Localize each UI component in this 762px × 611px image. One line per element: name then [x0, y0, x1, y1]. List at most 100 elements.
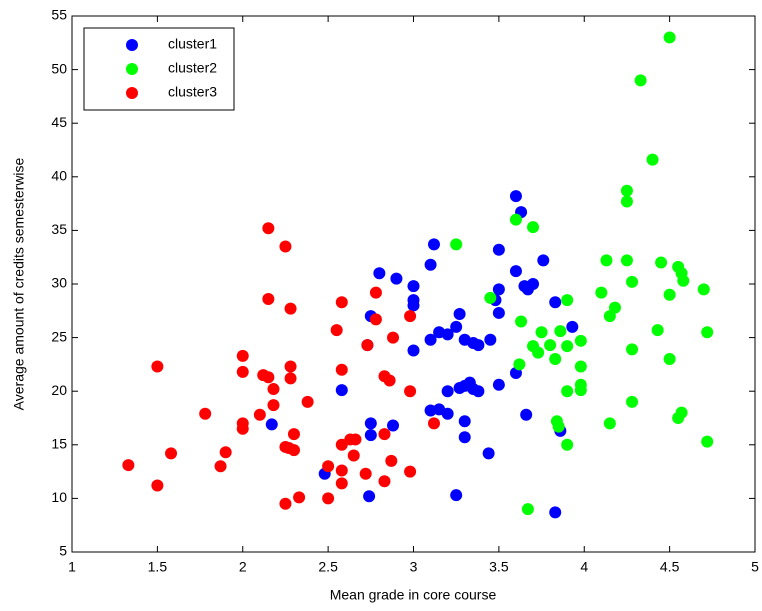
- point: [561, 294, 574, 307]
- point: [335, 438, 348, 451]
- y-tick-label: 45: [51, 114, 67, 130]
- point: [492, 378, 505, 391]
- point: [521, 283, 534, 296]
- point: [322, 460, 335, 473]
- point: [284, 302, 297, 315]
- point: [458, 431, 471, 444]
- point: [603, 417, 616, 430]
- point: [554, 325, 567, 338]
- legend-marker: [126, 39, 138, 51]
- point: [279, 240, 292, 253]
- point: [407, 344, 420, 357]
- point: [363, 490, 376, 503]
- point: [284, 360, 297, 373]
- point: [361, 339, 374, 352]
- point: [236, 365, 249, 378]
- x-tick-label: 4.5: [660, 559, 680, 575]
- point: [561, 385, 574, 398]
- point: [151, 360, 164, 373]
- point: [407, 299, 420, 312]
- point: [262, 293, 275, 306]
- point: [513, 358, 526, 371]
- point: [646, 153, 659, 166]
- point: [387, 331, 400, 344]
- point: [279, 440, 292, 453]
- point: [335, 464, 348, 477]
- point: [492, 243, 505, 256]
- legend-box: [83, 27, 235, 111]
- point: [472, 339, 485, 352]
- point: [383, 374, 396, 387]
- point: [620, 184, 633, 197]
- point: [390, 272, 403, 285]
- point: [214, 460, 227, 473]
- point: [404, 310, 417, 323]
- point: [369, 313, 382, 326]
- point: [347, 449, 360, 462]
- point: [492, 283, 505, 296]
- y-tick-label: 30: [51, 275, 67, 291]
- y-tick-label: 5: [59, 543, 67, 559]
- point: [595, 286, 608, 299]
- x-tick-label: 3: [410, 559, 418, 575]
- point: [287, 428, 300, 441]
- point: [265, 418, 278, 431]
- point: [424, 258, 437, 271]
- point: [427, 417, 440, 430]
- point: [349, 433, 362, 446]
- point: [482, 447, 495, 460]
- point: [509, 213, 522, 226]
- series: [122, 222, 440, 510]
- point: [620, 195, 633, 208]
- point: [335, 363, 348, 376]
- point: [626, 395, 639, 408]
- point: [549, 506, 562, 519]
- point: [301, 395, 314, 408]
- point: [199, 407, 212, 420]
- point: [424, 333, 437, 346]
- point: [566, 320, 579, 333]
- point: [697, 283, 710, 296]
- point: [385, 454, 398, 467]
- point: [651, 324, 664, 337]
- point: [561, 438, 574, 451]
- y-tick-label: 50: [51, 60, 67, 76]
- point: [253, 408, 266, 421]
- point: [663, 353, 676, 366]
- point: [441, 385, 454, 398]
- point: [549, 296, 562, 309]
- point: [701, 326, 714, 339]
- point: [574, 334, 587, 347]
- legend: cluster1 cluster2 cluster3: [83, 27, 235, 111]
- point: [450, 320, 463, 333]
- point: [330, 324, 343, 337]
- point: [364, 417, 377, 430]
- point: [165, 447, 178, 460]
- y-tick-label: 15: [51, 436, 67, 452]
- y-tick-label: 10: [51, 489, 67, 505]
- x-tick-label: 2: [239, 559, 247, 575]
- point: [369, 286, 382, 299]
- point: [335, 384, 348, 397]
- point: [359, 467, 372, 480]
- point: [527, 221, 540, 234]
- point: [262, 222, 275, 235]
- x-tick-label: 1: [68, 559, 76, 575]
- point: [122, 459, 135, 472]
- x-tick-label: 5: [751, 559, 759, 575]
- point: [404, 465, 417, 478]
- point: [472, 385, 485, 398]
- point: [484, 291, 497, 304]
- point: [626, 343, 639, 356]
- x-tick-label: 2.5: [318, 559, 338, 575]
- point: [603, 310, 616, 323]
- legend-label: cluster2: [168, 60, 217, 76]
- point: [458, 415, 471, 428]
- series: [265, 190, 579, 519]
- point: [574, 360, 587, 373]
- x-axis-label: Mean grade in core course: [330, 587, 497, 603]
- point: [322, 492, 335, 505]
- point: [236, 422, 249, 435]
- point: [655, 256, 668, 269]
